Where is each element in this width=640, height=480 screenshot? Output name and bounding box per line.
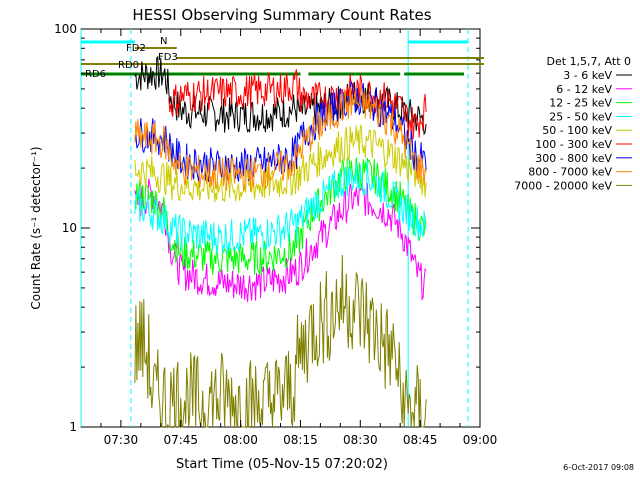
legend-label-4: 50 - 100 keV	[542, 124, 612, 137]
legend-label-8: 7000 - 20000 keV	[514, 179, 612, 192]
series-line-5	[168, 69, 427, 139]
annotation-label-2: FD3	[158, 52, 178, 63]
series-line-2	[134, 156, 427, 276]
legend-label-5: 100 - 300 keV	[535, 138, 612, 151]
x-tick-label-1: 07:45	[163, 433, 198, 447]
chart-title: HESSI Observing Summary Count Rates	[132, 6, 431, 24]
x-axis-label: Start Time (05-Nov-15 07:20:02)	[176, 457, 388, 472]
y-tick-label-1: 10	[62, 221, 77, 235]
legend-label-1: 6 - 12 keV	[556, 83, 612, 96]
series-line-8	[134, 254, 427, 428]
x-tick-label-2: 08:00	[223, 433, 258, 447]
legend-label-6: 300 - 800 keV	[535, 152, 612, 165]
x-tick-label-4: 08:30	[343, 433, 378, 447]
x-tick-label-3: 08:15	[283, 433, 318, 447]
series-line-3	[134, 161, 427, 255]
annotation-label-3: RD0	[118, 60, 139, 71]
series-line-1	[134, 178, 427, 302]
legend-header: Det 1,5,7, Att 0	[547, 55, 631, 68]
annotation-bars: N FD2 FD3 RD0 RD6	[81, 36, 484, 80]
legend-label-7: 800 - 7000 keV	[528, 166, 612, 179]
series-line-4	[134, 123, 427, 203]
annotation-label-4: RD6	[85, 69, 106, 80]
legend-label-0: 3 - 6 keV	[563, 69, 612, 82]
legend-label-2: 12 - 25 keV	[549, 97, 612, 110]
timestamp: 6-Oct-2017 09:08	[563, 463, 634, 472]
y-axis-label: Count Rate (s⁻¹ detector⁻¹)	[29, 146, 43, 309]
x-axis-ticks: 07:30 07:45 08:00 08:15 08:30 08:45 09:00	[100, 29, 498, 447]
x-tick-label-5: 08:45	[403, 433, 438, 447]
legend-label-3: 25 - 50 keV	[549, 110, 612, 123]
y-tick-label-2: 100	[54, 22, 77, 36]
series-line-7	[134, 85, 427, 192]
y-tick-label-0: 1	[69, 420, 77, 434]
y-axis-ticks: 1 10 100	[54, 22, 480, 434]
annotation-label-1: FD2	[126, 43, 146, 54]
x-tick-label-0: 07:30	[104, 433, 139, 447]
x-tick-label-6: 09:00	[463, 433, 498, 447]
series-lines	[134, 55, 427, 428]
annotation-label-0: N	[160, 36, 167, 47]
